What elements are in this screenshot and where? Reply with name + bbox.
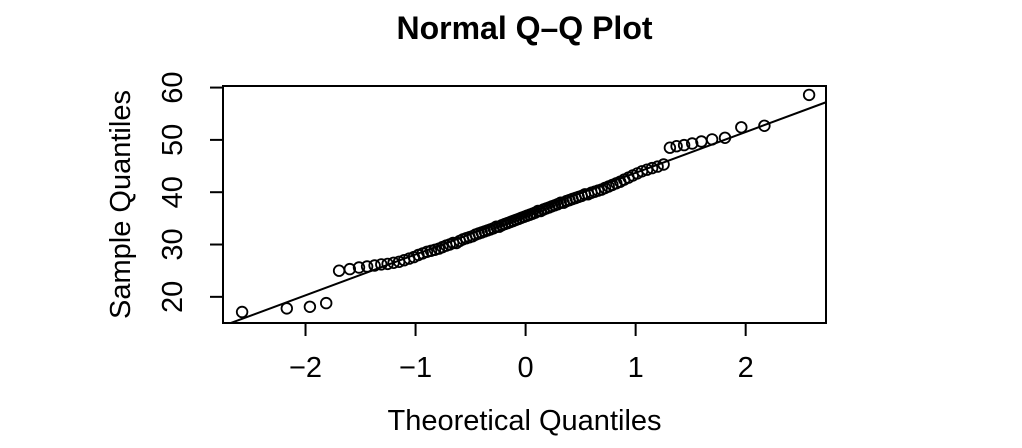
data-point [235,305,249,319]
data-point [320,296,333,310]
data-point [670,139,683,153]
x-tick-label: 2 [738,352,754,384]
plot-box [222,85,827,324]
data-point [735,121,748,134]
data-point [375,258,388,271]
x-tick-label: 1 [628,352,644,384]
x-tick-label: 0 [518,352,534,384]
chart-title: Normal Q–Q Plot [396,10,652,46]
data-point [677,138,691,152]
x-axis-label: Theoretical Quantiles [387,405,661,437]
data-point [368,259,381,272]
data-point [332,264,346,277]
x-tick-label: −2 [289,352,322,384]
data-point [718,131,732,145]
data-point [663,141,677,154]
data-point [705,133,719,146]
y-tick-label: 30 [157,228,189,260]
y-tick-label: 40 [157,176,189,208]
y-tick-label: 60 [157,71,189,103]
x-axis: −2 −1 0 1 2 [289,323,754,384]
data-point [352,261,366,274]
data-point [360,260,374,273]
data-point [686,137,699,150]
y-tick-label: 50 [157,124,189,156]
data-point [657,158,670,171]
data-points [235,88,816,319]
x-tick-label: −1 [399,352,432,384]
y-tick-label: 20 [157,281,189,313]
data-point [645,161,659,175]
y-axis-label: Sample Quantiles [105,90,137,319]
data-point [280,302,294,315]
y-axis: 20 30 40 50 60 [157,71,223,313]
data-point [802,88,816,102]
data-point [758,119,771,133]
data-point [381,257,394,271]
data-point [343,262,357,276]
data-point [651,160,664,173]
data-point [303,300,317,314]
